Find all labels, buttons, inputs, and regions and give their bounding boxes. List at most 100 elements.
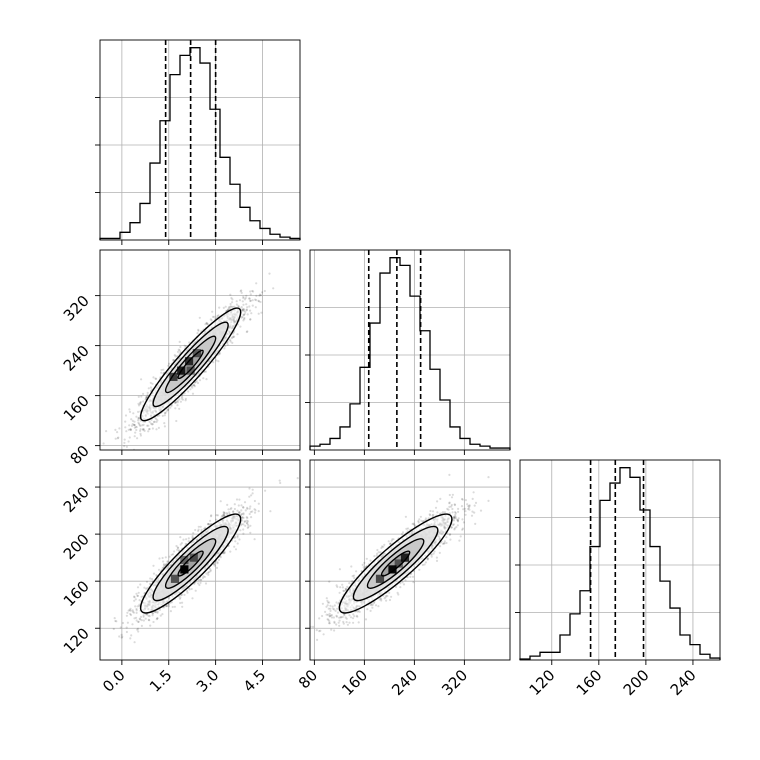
scatter-point bbox=[197, 328, 200, 331]
scatter-point bbox=[257, 502, 260, 505]
density-cell bbox=[186, 366, 195, 375]
scatter-point bbox=[251, 488, 254, 491]
scatter-point bbox=[116, 431, 119, 434]
scatter-point bbox=[249, 505, 252, 508]
scatter-point bbox=[139, 434, 142, 437]
scatter-point bbox=[205, 378, 208, 381]
scatter-point bbox=[190, 587, 193, 591]
scatter-point bbox=[228, 511, 231, 514]
scatter-point bbox=[231, 305, 234, 308]
scatter-point bbox=[193, 384, 196, 387]
scatter-point bbox=[160, 368, 163, 372]
scatter-point bbox=[191, 597, 194, 600]
scatter-point bbox=[171, 553, 175, 556]
scatter-point bbox=[136, 594, 139, 598]
scatter-point bbox=[248, 512, 251, 516]
scatter-point bbox=[209, 569, 212, 572]
contour-line bbox=[152, 321, 229, 408]
scatter-point bbox=[247, 523, 250, 527]
scatter-point bbox=[233, 536, 236, 540]
scatter-point bbox=[205, 322, 208, 325]
scatter-point bbox=[166, 408, 170, 411]
scatter-point bbox=[241, 516, 244, 519]
scatter-point bbox=[228, 306, 231, 309]
scatter-point bbox=[149, 381, 152, 384]
histogram-step-line bbox=[99, 47, 301, 240]
scatter-point bbox=[248, 297, 251, 300]
scatter-point bbox=[241, 308, 244, 311]
scatter-point bbox=[234, 535, 237, 538]
scatter-point bbox=[207, 571, 210, 574]
scatter-point bbox=[216, 562, 219, 565]
scatter-point bbox=[232, 510, 235, 513]
scatter-point bbox=[229, 340, 232, 343]
scatter-point bbox=[126, 611, 129, 614]
scatter-point bbox=[227, 306, 230, 309]
scatter-point bbox=[167, 603, 170, 606]
scatter-point bbox=[174, 355, 177, 358]
scatter-point bbox=[234, 540, 237, 543]
scatter-point bbox=[169, 610, 172, 613]
scatter-point bbox=[203, 527, 206, 530]
scatter-point bbox=[176, 548, 179, 551]
scatter-point bbox=[250, 516, 253, 519]
scatter-point bbox=[155, 428, 158, 431]
scatter-point bbox=[147, 387, 150, 390]
scatter-point bbox=[134, 431, 137, 434]
scatter-point bbox=[129, 609, 132, 612]
scatter-point bbox=[142, 423, 145, 426]
scatter-point bbox=[147, 614, 150, 617]
scatter-point bbox=[163, 425, 166, 428]
scatter-point bbox=[250, 494, 253, 497]
scatter-point bbox=[146, 586, 149, 590]
scatter-point bbox=[151, 578, 154, 581]
scatter-point bbox=[175, 544, 178, 548]
scatter-point bbox=[229, 293, 232, 296]
scatter-point bbox=[251, 299, 254, 302]
scatter-point bbox=[207, 323, 210, 326]
scatter-point bbox=[229, 339, 232, 342]
scatter-point bbox=[242, 512, 245, 515]
scatter-point bbox=[213, 564, 216, 567]
scatter-point bbox=[173, 605, 176, 608]
scatter-point bbox=[133, 595, 136, 598]
scatter-point bbox=[165, 410, 168, 413]
scatter-point bbox=[268, 272, 271, 275]
scatter-point bbox=[151, 612, 154, 615]
scatter-point bbox=[161, 613, 164, 616]
scatter-point bbox=[199, 578, 202, 581]
scatter-point bbox=[215, 359, 218, 362]
scatter-point bbox=[194, 589, 197, 592]
scatter-point bbox=[116, 437, 119, 440]
scatter-point bbox=[149, 577, 152, 580]
scatter-point bbox=[202, 377, 205, 380]
scatter-point bbox=[123, 445, 126, 448]
scatter-point bbox=[135, 426, 138, 429]
scatter-point bbox=[155, 420, 158, 424]
scatter-point bbox=[219, 556, 222, 559]
scatter-point bbox=[140, 595, 143, 598]
scatter-point bbox=[151, 382, 154, 385]
scatter-point bbox=[168, 362, 171, 365]
scatter-point bbox=[120, 633, 123, 637]
scatter-point bbox=[255, 299, 258, 302]
scatter-point bbox=[249, 510, 252, 514]
scatter-point bbox=[174, 401, 177, 404]
scatter-point bbox=[133, 435, 136, 438]
scatter-point bbox=[255, 282, 258, 285]
scatter-point bbox=[178, 597, 181, 600]
scatter-point bbox=[222, 511, 226, 514]
scatter-point bbox=[176, 355, 179, 358]
scatter-point bbox=[130, 418, 133, 421]
scatter-point bbox=[161, 414, 164, 417]
scatter-point bbox=[179, 536, 182, 539]
scatter-point bbox=[139, 401, 142, 404]
scatter-point bbox=[222, 513, 225, 516]
scatter-point bbox=[234, 548, 238, 551]
scatter-point bbox=[251, 304, 254, 307]
contour-line bbox=[164, 335, 217, 394]
scatter-point bbox=[232, 510, 235, 513]
scatter-point bbox=[137, 404, 141, 407]
scatter-point bbox=[255, 294, 258, 297]
scatter-point bbox=[245, 330, 248, 334]
